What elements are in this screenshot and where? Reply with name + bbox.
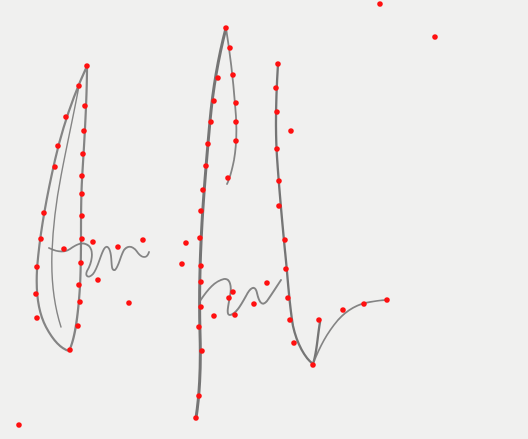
marker-dot [41,210,47,216]
marker-dot [179,261,185,267]
marker-dot [16,422,22,428]
marker-dot [285,295,291,301]
marker-dot [95,277,101,283]
marker-dot [226,295,232,301]
tall-j-right-stroke [225,27,238,185]
marker-dot [275,61,281,67]
marker-dot [211,313,217,319]
marker-dot [196,324,202,330]
marker-dot [198,263,204,269]
marker-dot [193,415,199,421]
marker-dot [264,280,270,286]
marker-dot [82,103,88,109]
marker-dot [34,264,40,270]
marker-dot [198,304,204,310]
middle-cursive-stroke [48,242,150,278]
marker-dot [197,235,203,241]
marker-dot [384,297,390,303]
marker-dot [81,128,87,134]
marker-dot [274,146,280,152]
marker-points [16,1,438,428]
marker-dot [233,100,239,106]
marker-dot [432,34,438,40]
marker-dot [76,83,82,89]
signature-strokes [35,26,388,420]
marker-dot [225,175,231,181]
marker-dot [230,289,236,295]
marker-dot [273,85,279,91]
f-body-stroke [199,278,282,316]
marker-dot [198,279,204,285]
marker-dot [61,246,67,252]
marker-dot [55,143,61,149]
marker-dot [33,291,39,297]
marker-dot [79,213,85,219]
marker-dot [77,299,83,305]
first-loop-inner-stroke [51,85,80,328]
marker-dot [34,315,40,321]
marker-dot [63,114,69,120]
marker-dot [126,300,132,306]
marker-dot [78,260,84,266]
marker-dot [227,45,233,51]
marker-dot [67,347,73,353]
marker-dot [361,301,367,307]
marker-dot [75,323,81,329]
marker-dot [233,138,239,144]
marker-dot [316,317,322,323]
marker-dot [198,208,204,214]
marker-dot [203,163,209,169]
marker-dot [232,312,238,318]
marker-dot [38,236,44,242]
marker-dot [233,119,239,125]
marker-dot [140,237,146,243]
marker-dot [199,348,205,354]
marker-dot [288,128,294,134]
tail-stroke [312,299,388,365]
marker-dot [310,362,316,368]
marker-dot [251,301,257,307]
marker-dot [76,282,82,288]
marker-dot [211,98,217,104]
marker-dot [276,178,282,184]
marker-dot [223,25,229,31]
marker-dot [205,141,211,147]
marker-dot [79,191,85,197]
marker-dot [80,151,86,157]
marker-dot [196,393,202,399]
marker-dot [340,307,346,313]
second-tall-stroke [274,62,322,366]
marker-dot [52,164,58,170]
tall-j-stroke [194,26,228,420]
marker-dot [183,240,189,246]
marker-dot [84,63,90,69]
first-loop-stroke [35,64,89,353]
marker-dot [79,173,85,179]
marker-dot [282,237,288,243]
marker-dot [274,109,280,115]
marker-dot [230,72,236,78]
marker-dot [276,203,282,209]
marker-dot [287,317,293,323]
marker-dot [283,266,289,272]
marker-dot [208,119,214,125]
marker-dot [79,236,85,242]
marker-dot [291,340,297,346]
marker-dot [115,244,121,250]
marker-dot [200,187,206,193]
marker-dot [90,239,96,245]
marker-dot [377,1,383,7]
marker-dot [215,75,221,81]
